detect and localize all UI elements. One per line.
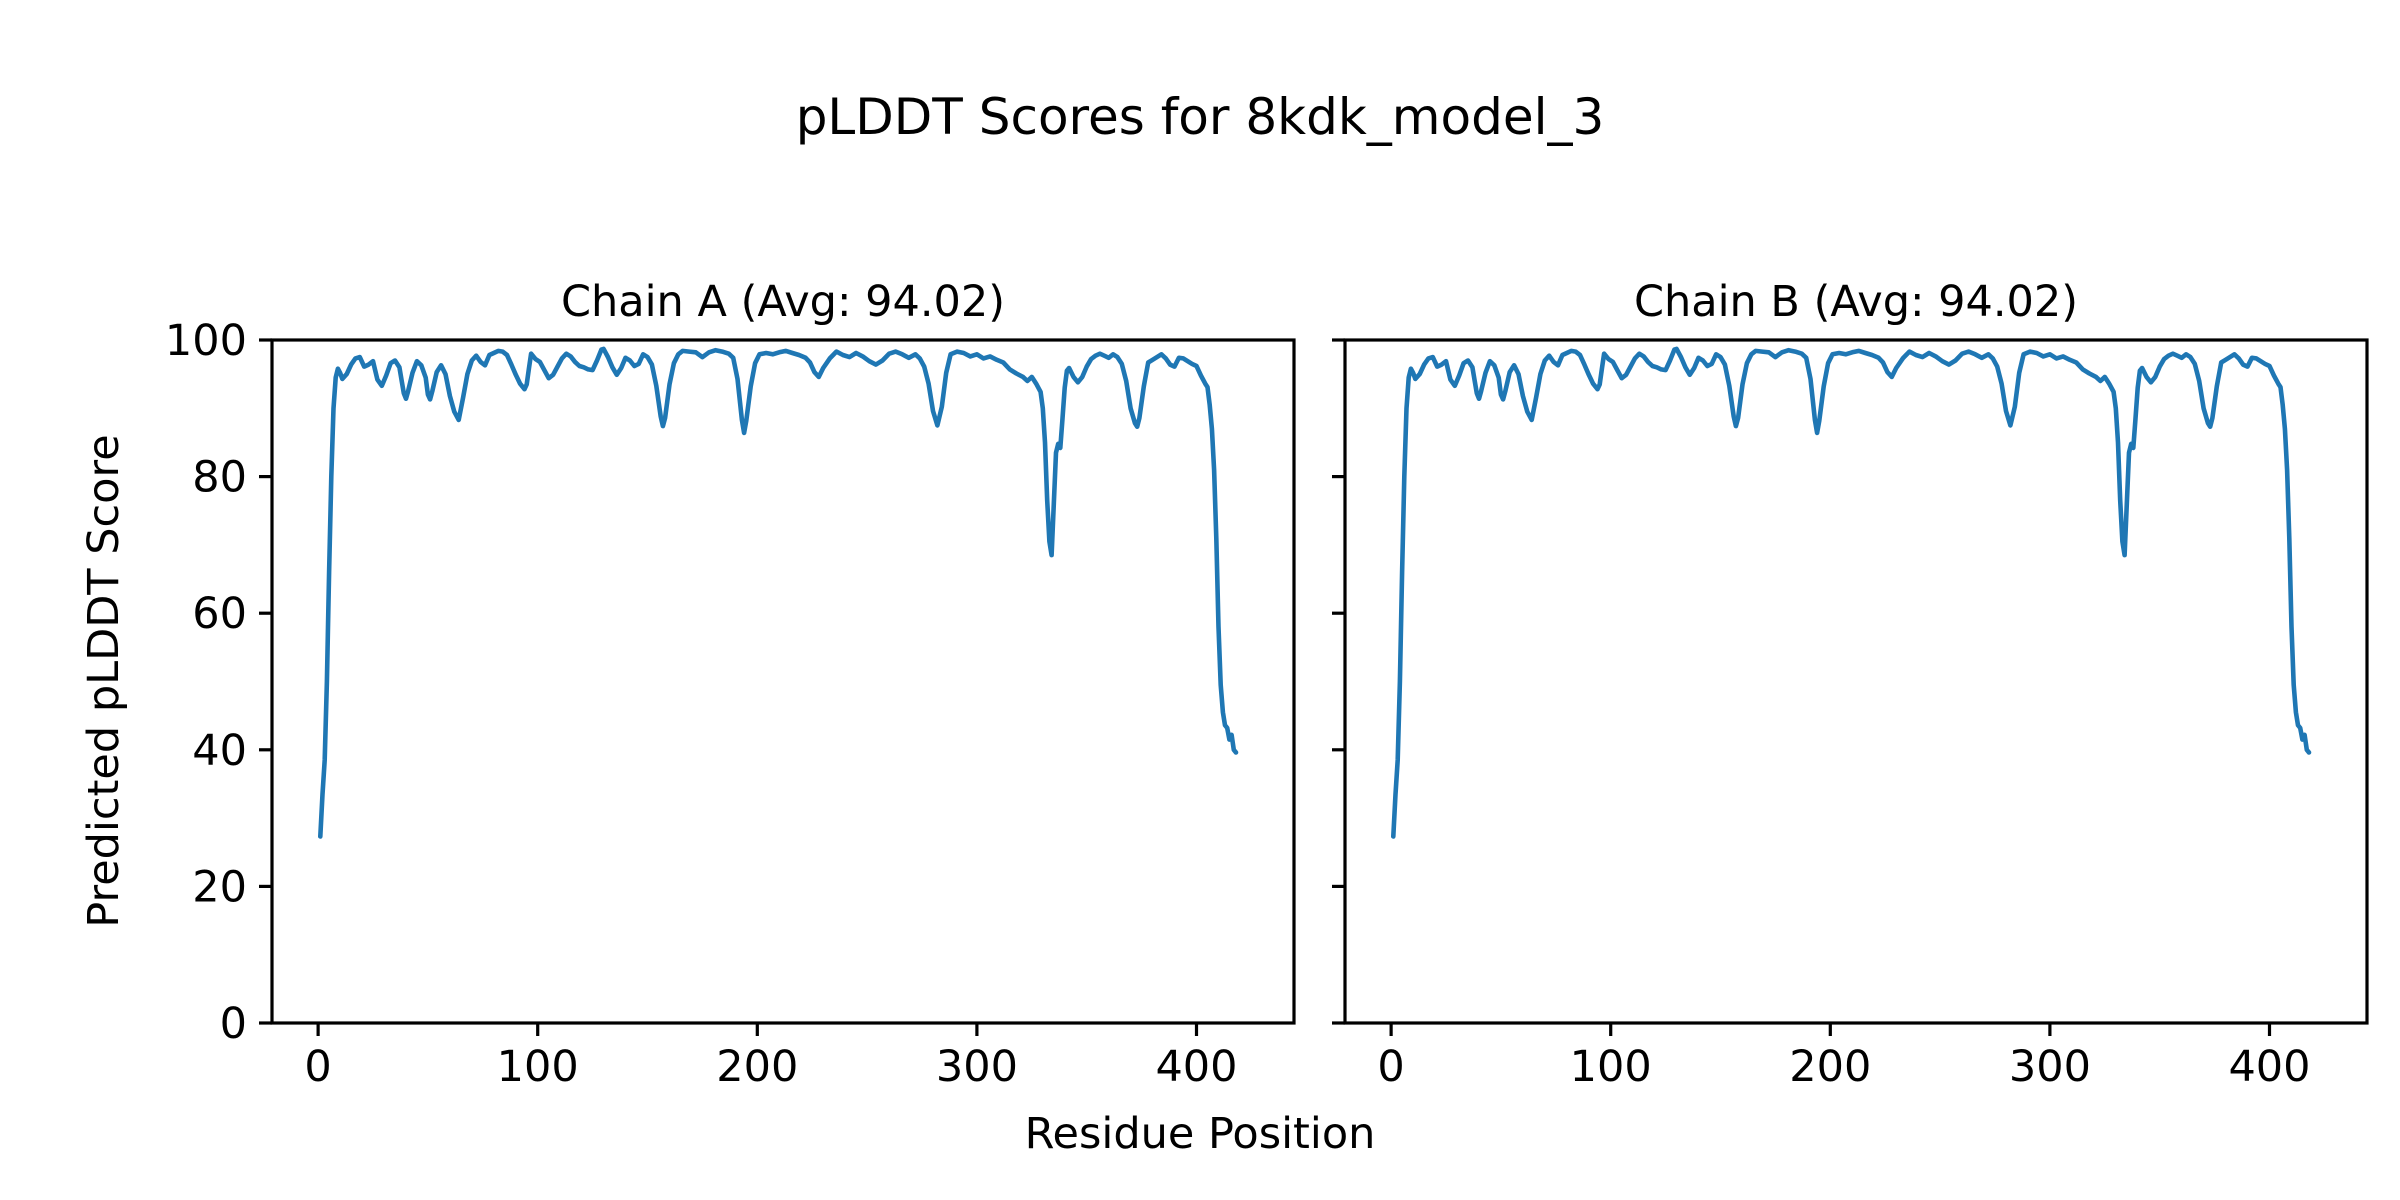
y-tick-label: 0 [220,999,247,1049]
x-tick-label: 300 [2009,1042,2091,1092]
plddt-line [318,346,1239,839]
y-tick-label: 80 [192,453,247,503]
y-tick-label: 20 [192,862,247,912]
axes-spines [1343,338,2369,1025]
subplot-a-title: Chain A (Avg: 94.02) [561,277,1005,327]
subplot-b: 0 100 200 300 400 [1332,338,2369,1092]
subplot-b-title: Chain B (Avg: 94.02) [1634,277,2078,327]
y-axis-label: Predicted pLDDT Score [79,434,129,927]
x-tick-label: 400 [1155,1042,1237,1092]
x-tick-label: 300 [936,1042,1018,1092]
x-axis-label: Residue Position [1025,1109,1376,1159]
x-tick-label: 100 [497,1042,579,1092]
x-tick-label: 0 [1377,1042,1404,1092]
subplot-a: 0 100 200 300 400 0 20 40 60 80 100 [165,316,1296,1092]
figure-title: pLDDT Scores for 8kdk_model_3 [796,88,1605,146]
axes-spines [270,338,1296,1025]
x-tick-label: 100 [1570,1042,1652,1092]
x-tick-label: 0 [304,1042,331,1092]
plddt-line [1391,346,2312,839]
y-tick-label: 40 [192,726,247,776]
x-tick-label: 200 [1789,1042,1871,1092]
y-tick-label: 60 [192,589,247,639]
y-tick-label: 100 [165,316,247,366]
x-tick-label: 200 [716,1042,798,1092]
x-tick-label: 400 [2228,1042,2310,1092]
